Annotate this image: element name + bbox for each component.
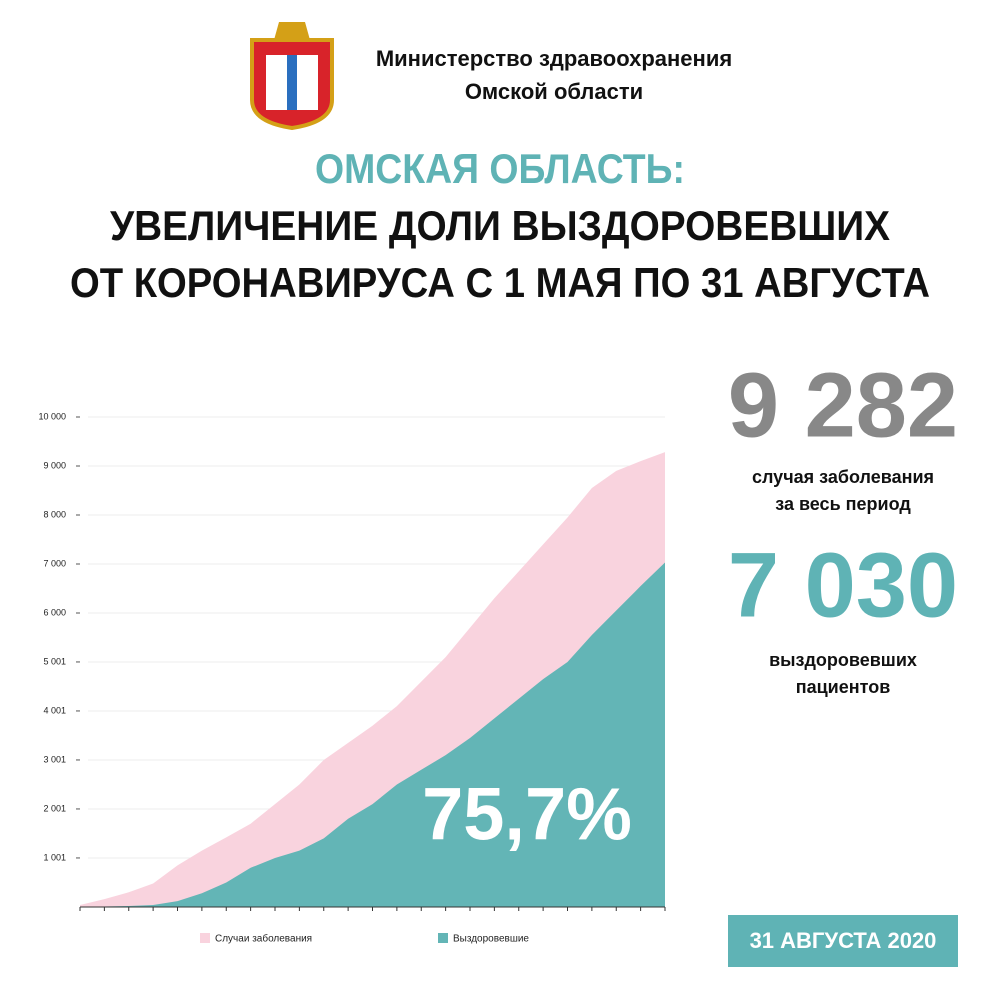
stat-value: 7 030: [728, 534, 958, 636]
y-tick-label: 6 000: [43, 607, 66, 617]
org-name: Омской области: [465, 79, 643, 104]
stat-label: пациентов: [796, 677, 891, 697]
stat-label: за весь период: [775, 494, 911, 514]
coat-of-arms: [250, 22, 334, 131]
legend-swatch: [438, 933, 448, 943]
org-name: Министерство здравоохранения: [376, 46, 732, 71]
area: [80, 562, 665, 907]
title: ОТ КОРОНАВИРУСА С 1 МАЯ ПО 31 АВГУСТА: [70, 259, 930, 306]
y-tick-label: 7 000: [43, 558, 66, 568]
chart: 1 001 2 001 3 001 4 001 5 001 6 000 7 000 8 000…: [38, 411, 666, 945]
legend-label: Случаи заболевания: [215, 933, 312, 945]
y-tick-label: 5 001: [43, 656, 66, 666]
annotation: 75,7%: [422, 773, 632, 856]
date: 31 АВГУСТА 2020: [750, 928, 937, 953]
y-tick-label: 8 000: [43, 509, 66, 519]
legend-swatch: [200, 933, 210, 943]
title: ОМСКАЯ ОБЛАСТЬ:: [315, 145, 685, 192]
y-tick-label: 9 000: [43, 460, 66, 470]
y-tick-label: 3 001: [43, 754, 66, 764]
title: УВЕЛИЧЕНИЕ ДОЛИ ВЫЗДОРОВЕВШИХ: [110, 202, 890, 249]
legend-label: Выздоровевшие: [453, 934, 529, 945]
stat-label: выздоровевших: [769, 650, 917, 670]
y-tick-label: 4 001: [43, 705, 66, 715]
stat-label: случая заболевания: [752, 467, 934, 487]
y-tick-label: 1 001: [43, 852, 66, 862]
date-box: [728, 915, 958, 967]
y-tick-label: 2 001: [43, 803, 66, 813]
stat-value: 9 282: [728, 354, 958, 456]
y-tick-label: 10 000: [38, 411, 66, 421]
